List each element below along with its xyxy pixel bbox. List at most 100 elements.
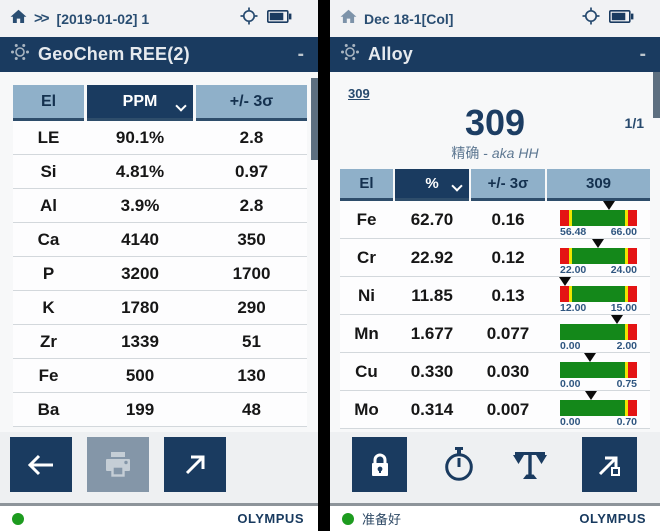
element-sigma: 350	[237, 229, 266, 249]
atom-mode-icon	[10, 42, 30, 67]
mode-title: GeoChem REE(2)	[38, 44, 190, 64]
high-fail-zone	[628, 324, 637, 340]
scrollbar-thumb[interactable]	[653, 72, 660, 118]
bottom-toolbar	[0, 432, 318, 503]
table-row: Mo 0.314 0.007 0.00 0.70	[340, 391, 650, 429]
minimize-button[interactable]: -	[639, 44, 646, 65]
olympus-logo: OLYMPUS	[579, 511, 646, 526]
element-symbol: Ni	[358, 286, 375, 305]
element-value: 3200	[121, 263, 159, 283]
element-sigma: 1700	[232, 263, 271, 283]
low-warn-zone	[569, 248, 572, 264]
element-sigma: 0.077	[486, 324, 530, 343]
range-bar: 0.00 2.00	[560, 315, 637, 353]
column-header-sigma: +/- 3σ	[471, 169, 545, 201]
high-warn-zone	[625, 248, 628, 264]
element-symbol: P	[42, 263, 55, 283]
range-low-label: 22.00	[560, 264, 587, 276]
element-sigma: 290	[237, 297, 266, 317]
footer: OLYMPUS	[0, 503, 318, 531]
scales-button[interactable]	[510, 437, 550, 492]
range-low-label: 12.00	[560, 302, 587, 314]
alloy-panel: Dec 18-1[Col] Alloy - 309 309 1/1	[330, 0, 660, 531]
column-header-unit[interactable]: PPM	[87, 85, 193, 121]
element-value: 4140	[121, 229, 159, 249]
range-bar: 0.00 0.70	[560, 391, 637, 429]
table-row: Ni 11.85 0.13 12.00 15.00	[340, 277, 650, 315]
home-icon[interactable]	[10, 9, 27, 29]
footer: 准备好 OLYMPUS	[330, 503, 660, 531]
back-button[interactable]	[10, 437, 72, 492]
results-content: El PPM +/- 3σ LE 90.1% 2.8 Si 4.81% 0.97 Al 3…	[0, 72, 318, 432]
range-low-label: 0.00	[560, 340, 581, 352]
table-row: Mn 1.677 0.077 0.00 2.00	[340, 315, 650, 353]
low-fail-zone	[560, 210, 569, 226]
table-row: LE 90.1% 2.8	[13, 121, 307, 155]
element-sigma: 130	[237, 365, 266, 385]
ready-status-icon	[12, 512, 24, 525]
element-symbol: LE	[37, 127, 60, 147]
table-row: Fe 500 130	[13, 359, 307, 393]
grade-range-cell: 22.00 24.00	[547, 239, 650, 277]
ready-status-icon	[342, 512, 354, 525]
minimize-button[interactable]: -	[297, 44, 304, 65]
battery-icon	[267, 9, 292, 28]
grade-range-cell: 0.00 0.70	[547, 391, 650, 429]
chevron-down-icon	[451, 180, 463, 192]
lock-button[interactable]	[352, 437, 407, 492]
table-header-row: El % +/- 3σ 309	[340, 169, 650, 201]
pass-zone	[572, 210, 625, 226]
bottom-toolbar	[330, 432, 660, 503]
element-value: 3.9%	[120, 195, 160, 215]
mode-title: Alloy	[368, 44, 414, 64]
element-symbol: Fe	[38, 365, 59, 385]
results-table: El PPM +/- 3σ LE 90.1% 2.8 Si 4.81% 0.97 Al 3…	[13, 85, 307, 427]
value-marker-icon	[603, 201, 616, 210]
element-symbol: Si	[40, 161, 57, 181]
crosshair-icon	[240, 7, 258, 30]
timer-button[interactable]	[439, 437, 479, 492]
pass-zone	[572, 286, 625, 302]
range-bar: 22.00 24.00	[560, 239, 637, 277]
table-header-row: El PPM +/- 3σ	[13, 85, 307, 121]
element-sigma: 0.13	[491, 286, 525, 305]
chevron-down-icon	[175, 100, 187, 112]
high-fail-zone	[628, 210, 637, 226]
home-icon[interactable]	[340, 9, 357, 29]
range-bar: 12.00 15.00	[559, 277, 637, 315]
element-sigma: 0.12	[491, 248, 525, 267]
breadcrumb-chevrons-icon: >>	[34, 10, 49, 27]
pass-zone	[560, 362, 625, 378]
grade-link[interactable]: 309	[348, 86, 370, 101]
range-high-label: 0.70	[616, 416, 637, 428]
element-value: 90.1%	[115, 127, 165, 147]
high-fail-zone	[628, 286, 637, 302]
table-row: Ca 4140 350	[13, 223, 307, 257]
breadcrumb: [2019-01-02] 1	[56, 10, 150, 27]
grade-alias-text: aka HH	[491, 145, 539, 161]
element-symbol: Ba	[37, 399, 60, 419]
scrollbar-thumb[interactable]	[311, 78, 318, 160]
mode-title-bar: Alloy -	[330, 37, 660, 72]
ready-status-text: 准备好	[362, 512, 402, 527]
range-bar: 56.48 66.00	[560, 201, 637, 239]
export-button[interactable]	[581, 437, 637, 492]
mode-title-bar: GeoChem REE(2) -	[0, 37, 318, 72]
table-row: Fe 62.70 0.16 56.48 66.00	[340, 201, 650, 239]
value-marker-icon	[610, 315, 623, 324]
high-fail-zone	[628, 400, 637, 416]
low-fail-zone	[560, 248, 569, 264]
export-button[interactable]	[164, 437, 226, 492]
print-button	[87, 437, 149, 492]
breadcrumb: Dec 18-1[Col]	[364, 10, 454, 27]
high-warn-zone	[625, 210, 628, 226]
range-low-label: 0.00	[560, 416, 581, 428]
range-high-label: 0.75	[616, 378, 637, 390]
range-low-label: 56.48	[560, 226, 587, 238]
element-symbol: Ca	[37, 229, 60, 249]
element-sigma: 2.8	[239, 195, 264, 215]
table-row: Cr 22.92 0.12 22.00 24.00	[340, 239, 650, 277]
column-header-unit[interactable]: %	[395, 169, 469, 201]
grade-match-line: 309 1/1	[330, 103, 660, 143]
element-sigma: 0.007	[486, 400, 530, 419]
